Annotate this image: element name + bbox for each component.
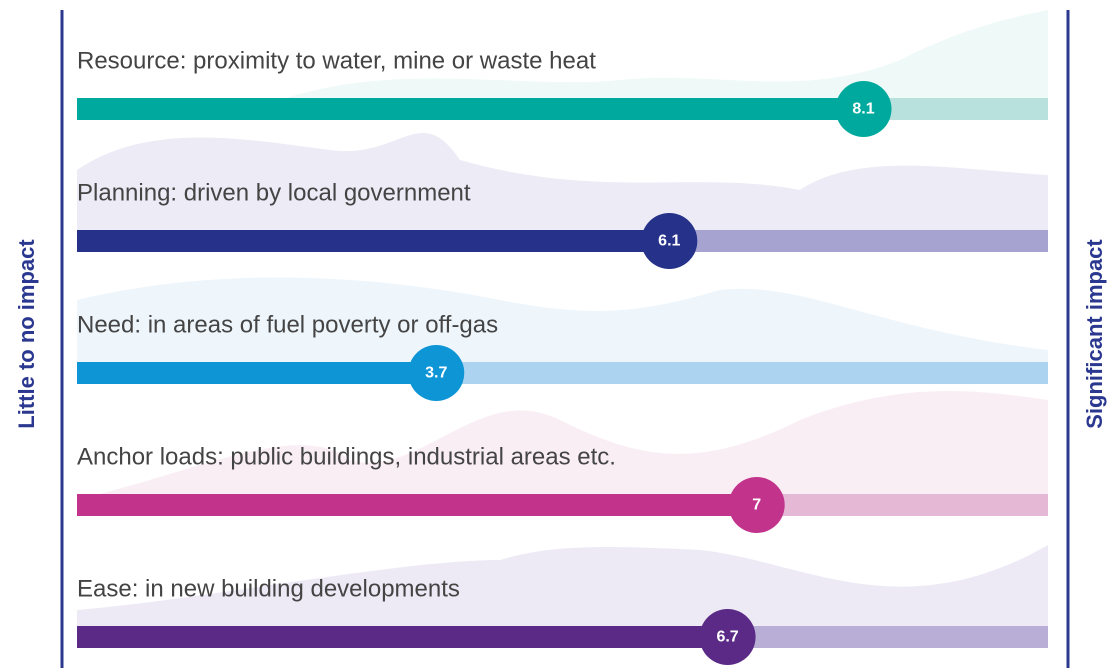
category-label: Planning: driven by local government	[77, 179, 471, 206]
bar	[77, 98, 864, 120]
category-label: Ease: in new building developments	[77, 575, 460, 602]
category-label: Resource: proximity to water, mine or wa…	[77, 47, 596, 74]
value-label: 6.1	[658, 233, 680, 250]
value-label: 3.7	[425, 365, 447, 382]
value-label: 6.7	[716, 629, 738, 646]
bar	[77, 230, 670, 252]
wave	[77, 391, 1048, 515]
wave	[77, 132, 1048, 250]
value-knob	[408, 345, 465, 401]
bar	[77, 626, 728, 648]
category-label: Need: in areas of fuel poverty or off-ga…	[77, 311, 498, 338]
axis-label-right: Significant impact	[1082, 239, 1107, 429]
wave	[77, 545, 1048, 648]
background-waves	[77, 10, 1048, 648]
value-label: 7	[752, 497, 761, 514]
bar	[77, 362, 437, 384]
value-label: 8.1	[852, 101, 874, 118]
value-knob	[835, 81, 892, 137]
value-knob	[728, 477, 785, 533]
axis-label-left: Little to no impact	[14, 239, 39, 429]
category-label: Anchor loads: public buildings, industri…	[77, 443, 616, 470]
value-knob	[641, 213, 698, 269]
bar	[77, 494, 757, 516]
value-knob	[699, 609, 756, 665]
wave	[77, 277, 1048, 380]
